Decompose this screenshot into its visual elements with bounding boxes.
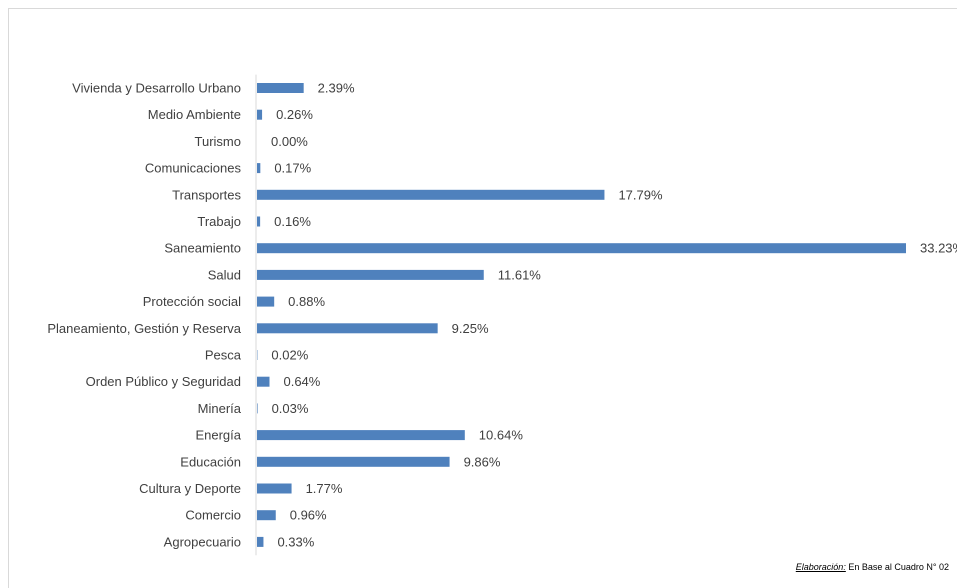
category-label: Cultura y Deporte	[139, 481, 241, 496]
footnote-label: Elaboración:	[796, 562, 846, 572]
bar	[257, 190, 604, 200]
value-label: 0.96%	[290, 508, 327, 523]
bar	[257, 243, 906, 253]
bar	[257, 217, 260, 227]
bar	[257, 323, 438, 333]
bar	[257, 297, 274, 307]
bar	[257, 403, 258, 413]
category-label: Transportes	[172, 187, 241, 202]
value-label: 0.26%	[276, 107, 313, 122]
bar	[257, 163, 260, 173]
bar	[257, 83, 304, 93]
bar	[257, 457, 450, 467]
category-label: Salud	[208, 267, 241, 282]
category-label: Comunicaciones	[145, 161, 242, 176]
category-label: Planeamiento, Gestión y Reserva	[47, 321, 241, 336]
category-label: Energía	[195, 428, 241, 443]
value-label: 1.77%	[306, 481, 343, 496]
value-label: 9.86%	[464, 454, 501, 469]
bar	[257, 110, 262, 120]
value-label: 0.64%	[283, 374, 320, 389]
category-label: Saneamiento	[164, 241, 241, 256]
source-footnote: Elaboración: En Base al Cuadro N° 02	[796, 562, 949, 572]
category-label: Comercio	[185, 508, 241, 523]
value-label: 0.17%	[274, 161, 311, 176]
bar	[257, 377, 269, 387]
value-label: 11.61%	[498, 267, 542, 282]
category-label: Vivienda y Desarrollo Urbano	[72, 81, 241, 96]
bar	[257, 510, 276, 520]
category-label: Protección social	[143, 294, 241, 309]
value-label: 17.79%	[618, 187, 663, 202]
bar	[257, 430, 465, 440]
footnote-text: En Base al Cuadro N° 02	[846, 562, 949, 572]
value-label: 0.33%	[277, 534, 314, 549]
bar	[257, 537, 263, 547]
category-label: Pesca	[205, 348, 242, 363]
bar	[257, 484, 292, 494]
value-label: 0.03%	[272, 401, 309, 416]
category-label: Medio Ambiente	[148, 107, 241, 122]
value-label: 0.02%	[271, 348, 308, 363]
category-label: Trabajo	[197, 214, 241, 229]
category-label: Educación	[180, 454, 241, 469]
value-label: 10.64%	[479, 428, 524, 443]
value-label: 2.39%	[318, 81, 355, 96]
value-label: 0.16%	[274, 214, 311, 229]
value-label: 9.25%	[452, 321, 489, 336]
bar	[257, 270, 484, 280]
category-label: Agropecuario	[164, 534, 241, 549]
category-label: Orden Público y Seguridad	[86, 374, 241, 389]
value-label: 33.23%	[920, 241, 957, 256]
value-label: 0.88%	[288, 294, 325, 309]
category-label: Turismo	[195, 134, 241, 149]
value-label: 0.00%	[271, 134, 308, 149]
category-label: Minería	[198, 401, 242, 416]
